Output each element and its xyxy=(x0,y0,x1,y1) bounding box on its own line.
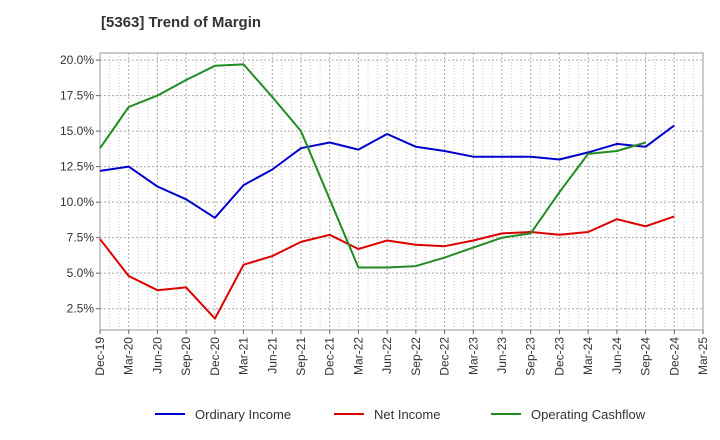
x-tick-label: Mar-25 xyxy=(696,337,710,375)
x-tick-label: Sep-20 xyxy=(179,337,193,376)
x-tick-label: Sep-21 xyxy=(294,337,308,376)
x-tick-label: Dec-22 xyxy=(438,337,452,376)
y-tick-label: 20.0% xyxy=(60,53,94,67)
y-axis: 2.5% 5.0% 7.5% 10.0% 12.5% 15.0% 17.5% 20.0% xyxy=(60,53,100,316)
x-tick-label: Sep-23 xyxy=(524,337,538,376)
x-tick-label: Mar-22 xyxy=(351,337,365,375)
y-tick-label: 5.0% xyxy=(67,266,95,280)
x-axis: Dec-19 Mar-20 Jun-20 Sep-20 Dec-20 Mar-21 Jun-… xyxy=(93,330,710,376)
x-tick-label: Jun-22 xyxy=(380,337,394,374)
x-tick-label: Sep-22 xyxy=(409,337,423,376)
chart-title: [5363] Trend of Margin xyxy=(101,14,262,31)
x-tick-label: Mar-24 xyxy=(581,337,595,375)
x-tick-label: Sep-24 xyxy=(639,337,653,376)
plot-background xyxy=(100,53,703,330)
x-tick-label: Jun-21 xyxy=(265,337,279,374)
grid-layer xyxy=(100,53,703,330)
y-tick-label: 2.5% xyxy=(67,302,95,316)
legend-label-net-income: Net Income xyxy=(374,407,440,422)
x-tick-label: Dec-24 xyxy=(667,337,681,376)
series-line-operating-cashflow xyxy=(99,63,646,269)
legend: Ordinary Income Net Income Operating Cashf… xyxy=(155,407,646,422)
x-tick-label: Dec-21 xyxy=(323,337,337,376)
x-tick-label: Mar-23 xyxy=(466,337,480,375)
y-tick-label: 12.5% xyxy=(60,160,94,174)
x-tick-label: Mar-20 xyxy=(122,337,136,375)
y-tick-label: 7.5% xyxy=(67,231,95,245)
x-tick-label: Dec-19 xyxy=(93,337,107,376)
x-tick-label: Jun-24 xyxy=(610,337,624,374)
y-tick-label: 17.5% xyxy=(60,89,94,103)
x-tick-label: Dec-20 xyxy=(208,337,222,376)
series-line-net-income xyxy=(99,215,675,320)
x-tick-label: Dec-23 xyxy=(552,337,566,376)
y-tick-label: 10.0% xyxy=(60,195,94,209)
y-tick-label: 15.0% xyxy=(60,124,94,138)
legend-label-ordinary-income: Ordinary Income xyxy=(195,407,291,422)
legend-label-operating-cashflow: Operating Cashflow xyxy=(531,407,646,422)
plot-frame xyxy=(99,52,704,331)
x-tick-label: Jun-23 xyxy=(495,337,509,374)
series-line-ordinary-income xyxy=(99,124,675,219)
x-tick-label: Jun-20 xyxy=(150,337,164,374)
x-tick-label: Mar-21 xyxy=(237,337,251,375)
series-layer xyxy=(99,63,675,320)
